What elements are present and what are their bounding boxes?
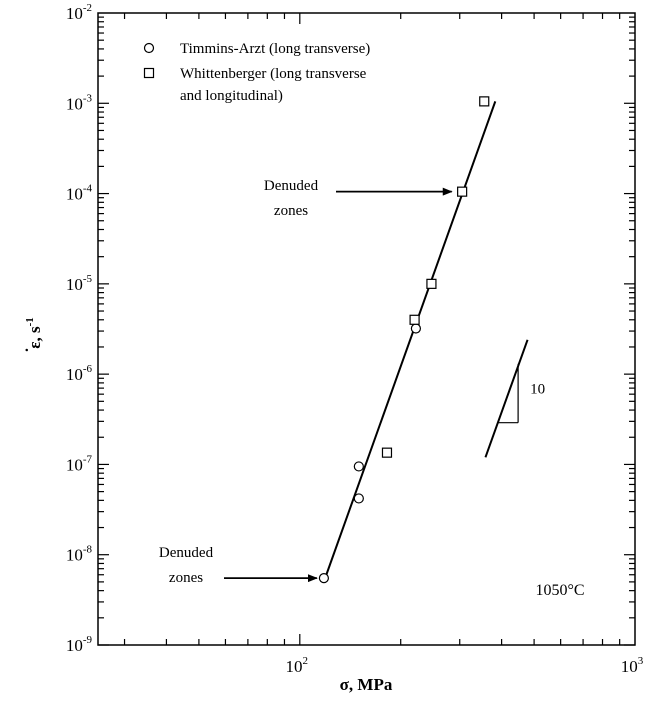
y-axis-tick-labels: 10-9 10-8 10-7 10-6 10-5 10-4 10-3 10-2: [66, 2, 93, 655]
y-tick-label: 10-9: [66, 634, 93, 655]
data-point-square: [479, 96, 490, 107]
annotation-upper-line-2: zones: [274, 203, 308, 219]
data-point-square: [409, 314, 420, 325]
y-axis-title-exp: -1: [24, 317, 36, 326]
y-tick-label: 10-2: [66, 2, 92, 23]
plot-frame: [97, 12, 636, 646]
slope-triangle-label: 10: [530, 381, 545, 397]
legend-square-marker: [143, 67, 155, 79]
annotation-denuded-zones-lower: Denuded zones: [159, 545, 318, 586]
slope-triangle-hypotenuse: [484, 339, 529, 458]
y-axis-title: ε, s-1 ˙: [22, 317, 44, 353]
temperature-label: 1050°C: [535, 582, 584, 599]
data-point-square: [381, 447, 393, 458]
data-point-circle: [353, 493, 364, 504]
legend-label-series-2-line-2: and longitudinal): [180, 88, 283, 104]
data-point-square: [426, 278, 437, 289]
legend-label-series-2-line-1: Whittenberger (long transverse: [180, 66, 367, 82]
y-tick-label: 10-3: [66, 92, 93, 113]
slope-triangle: 10: [484, 339, 545, 458]
x-axis-ticks: [123, 13, 621, 645]
legend: Timmins-Arzt (long transverse) Whittenbe…: [143, 41, 370, 104]
x-tick-label: 102: [286, 655, 309, 676]
y-tick-label: 10-8: [66, 544, 93, 565]
y-axis-title-main: ε, s: [25, 326, 44, 349]
annotation-lower-line-2: zones: [169, 570, 203, 586]
annotation-lower-line-1: Denuded: [159, 545, 214, 561]
legend-circle-marker: [143, 42, 155, 54]
y-axis-title-dot: ˙: [22, 347, 41, 353]
legend-label-series-1: Timmins-Arzt (long transverse): [180, 41, 370, 57]
annotation-denuded-zones-upper: Denuded zones: [264, 178, 453, 219]
y-tick-label: 10-6: [66, 363, 93, 384]
x-axis-tick-labels: 102 103: [286, 655, 644, 676]
data-point-square: [457, 186, 468, 197]
fit-line: [325, 101, 497, 576]
x-tick-label: 103: [621, 655, 644, 676]
data-point-circle: [318, 573, 330, 584]
y-tick-label: 10-5: [66, 273, 93, 294]
annotation-upper-line-1: Denuded: [264, 178, 319, 194]
data-points: [318, 96, 490, 584]
data-point-circle: [353, 461, 364, 472]
svg-text:ε, s-1: ε, s-1: [24, 317, 44, 349]
data-point-circle: [410, 323, 422, 334]
x-axis-title: σ, MPa: [340, 675, 393, 694]
y-axis-ticks: [98, 16, 635, 646]
y-tick-label: 10-4: [66, 183, 93, 204]
y-tick-label: 10-7: [66, 453, 93, 474]
